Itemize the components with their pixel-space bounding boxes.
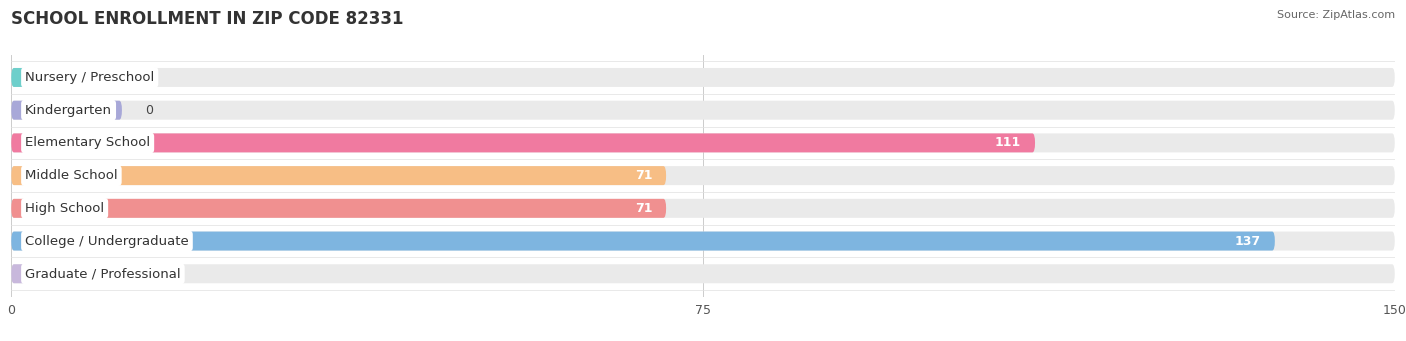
Text: SCHOOL ENROLLMENT IN ZIP CODE 82331: SCHOOL ENROLLMENT IN ZIP CODE 82331: [11, 10, 404, 28]
FancyBboxPatch shape: [11, 199, 1395, 218]
Text: Graduate / Professional: Graduate / Professional: [25, 267, 181, 280]
Text: 0: 0: [145, 104, 153, 117]
Text: 0: 0: [145, 71, 153, 84]
Text: Source: ZipAtlas.com: Source: ZipAtlas.com: [1277, 10, 1395, 20]
FancyBboxPatch shape: [11, 232, 1395, 251]
FancyBboxPatch shape: [11, 133, 1395, 152]
FancyBboxPatch shape: [11, 232, 1275, 251]
Text: College / Undergraduate: College / Undergraduate: [25, 235, 188, 248]
Text: 0: 0: [145, 267, 153, 280]
FancyBboxPatch shape: [11, 68, 122, 87]
FancyBboxPatch shape: [11, 199, 666, 218]
Text: Nursery / Preschool: Nursery / Preschool: [25, 71, 155, 84]
Text: High School: High School: [25, 202, 104, 215]
Text: 71: 71: [634, 169, 652, 182]
Text: 137: 137: [1234, 235, 1261, 248]
FancyBboxPatch shape: [11, 133, 1035, 152]
FancyBboxPatch shape: [11, 101, 122, 120]
Text: 71: 71: [634, 202, 652, 215]
Text: Middle School: Middle School: [25, 169, 118, 182]
Text: 111: 111: [995, 136, 1021, 149]
FancyBboxPatch shape: [11, 101, 1395, 120]
FancyBboxPatch shape: [11, 166, 1395, 185]
Text: Elementary School: Elementary School: [25, 136, 150, 149]
FancyBboxPatch shape: [11, 166, 666, 185]
FancyBboxPatch shape: [11, 68, 1395, 87]
Text: Kindergarten: Kindergarten: [25, 104, 112, 117]
FancyBboxPatch shape: [11, 264, 1395, 283]
FancyBboxPatch shape: [11, 264, 122, 283]
